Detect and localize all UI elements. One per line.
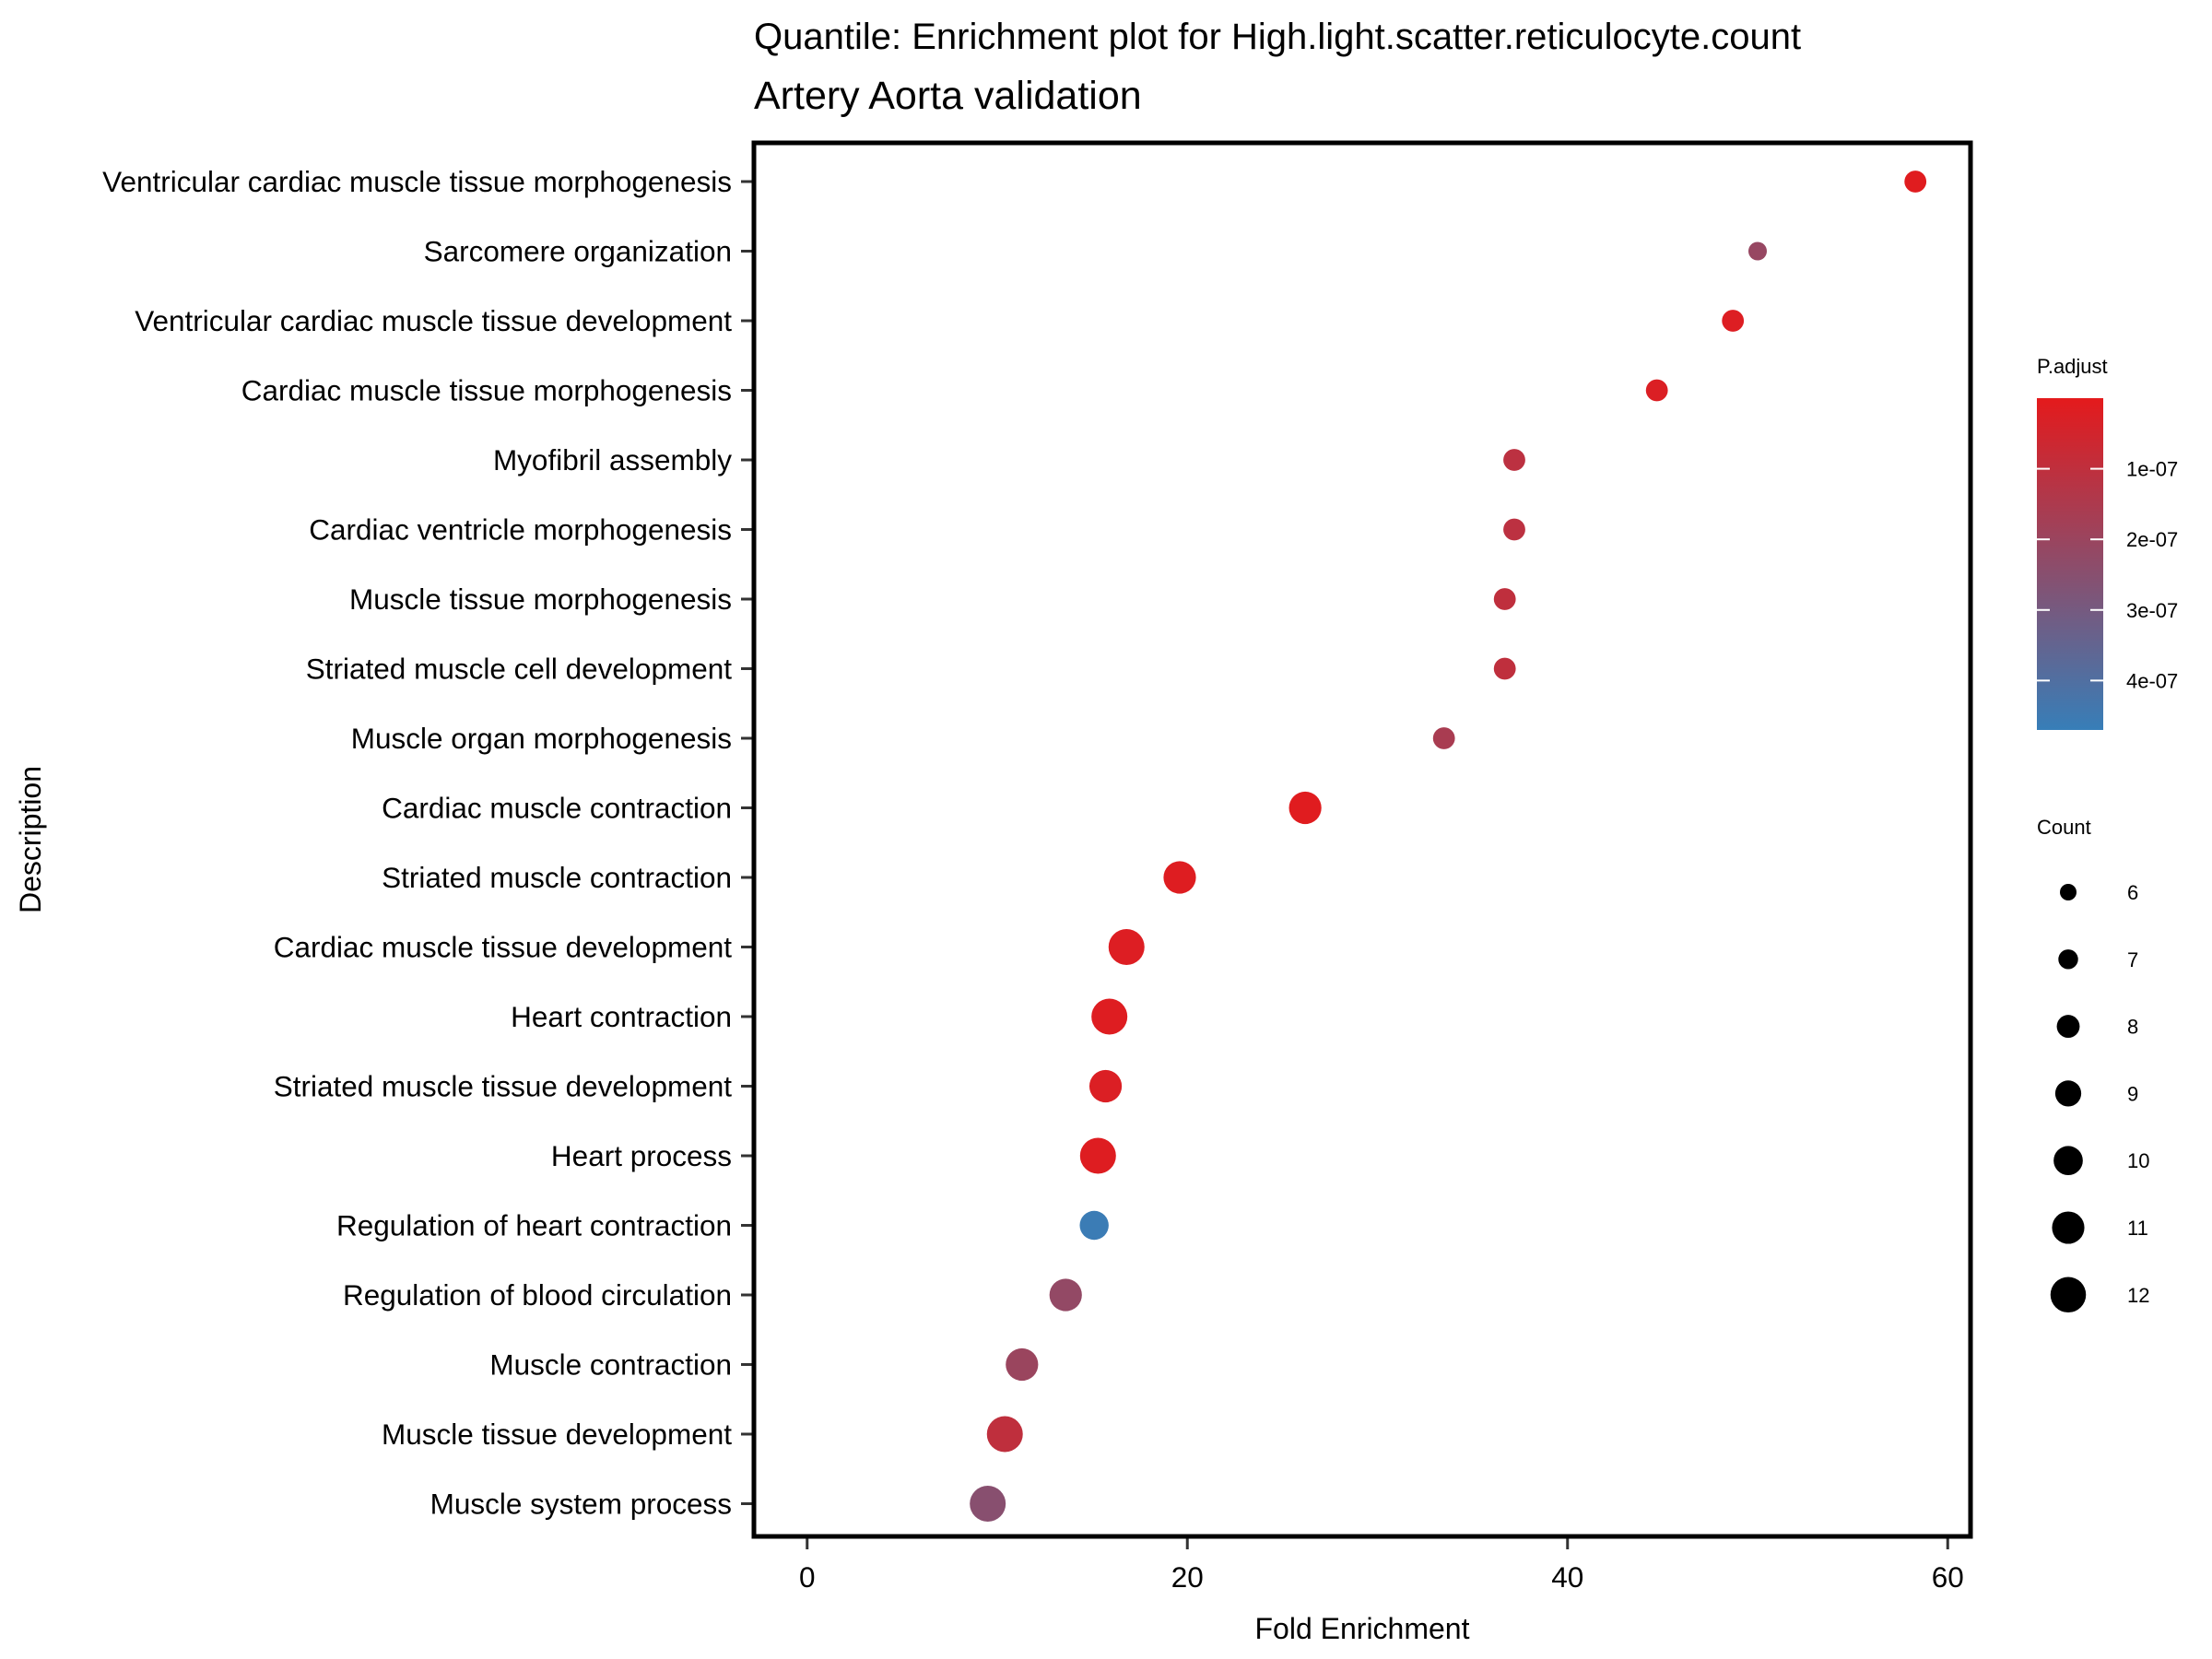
color-legend-title: P.adjust [2037,355,2108,378]
y-tick-label: Ventricular cardiac muscle tissue develo… [135,304,732,337]
y-tick-label: Heart contraction [511,1000,732,1033]
y-tick-label: Sarcomere organization [424,235,732,268]
size-legend-dot [2060,884,2077,900]
x-tick-label: 0 [799,1560,816,1594]
x-axis-ticks: 0 20 40 60 [799,1538,1964,1594]
color-legend-bar [2037,398,2103,730]
y-tick-label: Striated muscle contraction [382,861,732,894]
size-legend-label: 11 [2127,1217,2148,1240]
data-point [970,1486,1006,1522]
size-legend: Count 6 7 8 9 10 11 12 [2037,816,2149,1313]
size-legend-dot [2054,1080,2082,1107]
data-point [1493,657,1516,680]
chart-title: Quantile: Enrichment plot for High.light… [754,17,1802,57]
size-legend-title: Count [2037,816,2091,839]
color-legend-ticks: 1e-07 2e-07 3e-07 4e-07 [2037,458,2178,692]
data-point [1079,1137,1116,1174]
y-tick-label: Cardiac ventricle morphogenesis [309,513,732,547]
chart-subtitle: Artery Aorta validation [754,74,1142,118]
y-tick-label: Regulation of blood circulation [343,1278,732,1312]
data-point [1432,727,1455,749]
y-tick-label: Myofibril assembly [493,443,732,477]
size-legend-dot [2052,1211,2085,1244]
data-point [1079,1210,1109,1241]
data-point [1049,1278,1082,1312]
plot-panel-border [751,140,1973,1539]
size-legend-label: 7 [2127,948,2138,971]
size-legend-items: 6 7 8 9 10 11 12 [2050,881,2149,1313]
data-point [1006,1347,1039,1382]
data-point [1091,998,1128,1035]
y-tick-label: Muscle system process [430,1488,732,1521]
size-legend-dot [2050,1277,2087,1313]
y-tick-label: Muscle tissue development [382,1418,732,1451]
data-point [986,1416,1023,1453]
x-tick-label: 40 [1551,1560,1583,1594]
y-tick-label: Heart process [551,1139,732,1172]
y-tick-label: Muscle tissue morphogenesis [349,582,732,616]
size-legend-dot [2053,1146,2083,1176]
data-point [1748,241,1767,261]
y-tick-label: Striated muscle tissue development [274,1070,732,1103]
data-point [1722,310,1745,332]
y-tick-label: Regulation of heart contraction [336,1209,732,1242]
data-point [1645,379,1668,402]
y-tick-label: Striated muscle cell development [306,653,732,686]
data-point [1163,861,1196,894]
data-points [970,171,1927,1522]
y-axis-labels: Ventricular cardiac muscle tissue morpho… [102,165,732,1521]
data-point [1904,171,1927,193]
color-legend-label: 2e-07 [2126,528,2178,551]
y-axis-ticks [741,180,752,1505]
y-axis-title: Description [14,766,47,913]
y-tick-label: Muscle contraction [489,1348,732,1382]
size-legend-label: 9 [2127,1082,2138,1105]
data-point [1503,449,1525,471]
y-tick-label: Muscle organ morphogenesis [351,722,732,755]
y-tick-label: Cardiac muscle contraction [382,792,732,825]
x-tick-label: 60 [1932,1560,1964,1594]
data-point [1088,1069,1123,1103]
size-legend-label: 8 [2127,1016,2138,1039]
x-tick-label: 20 [1171,1560,1204,1594]
size-legend-label: 10 [2127,1149,2149,1172]
data-point [1503,518,1525,541]
color-legend-label: 1e-07 [2126,458,2178,481]
y-tick-label: Ventricular cardiac muscle tissue morpho… [102,165,732,198]
y-tick-label: Cardiac muscle tissue development [274,931,732,964]
size-legend-label: 6 [2127,881,2138,904]
data-point [1108,929,1145,965]
size-legend-dot [2056,1015,2080,1039]
size-legend-dot [2058,949,2078,970]
x-axis-title: Fold Enrichment [1255,1612,1470,1645]
size-legend-label: 12 [2127,1284,2149,1307]
y-tick-label: Cardiac muscle tissue morphogenesis [241,374,732,407]
data-point [1493,588,1516,610]
color-legend: P.adjust 1e-07 2e-07 3e-07 4e-07 [2037,355,2178,730]
data-point [1288,791,1322,825]
color-legend-label: 4e-07 [2126,669,2178,692]
color-legend-label: 3e-07 [2126,599,2178,622]
